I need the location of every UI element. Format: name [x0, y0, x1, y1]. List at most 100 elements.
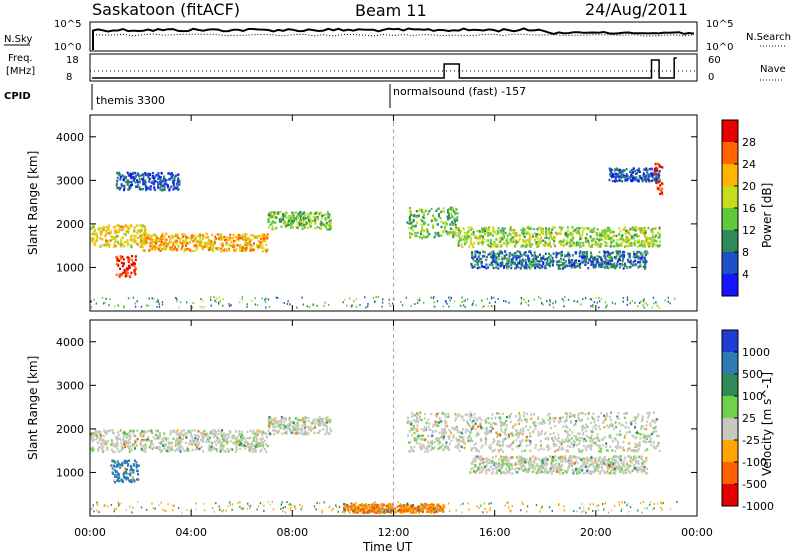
data-cell	[472, 245, 475, 249]
data-cell	[128, 479, 131, 482]
data-cell	[577, 416, 580, 420]
data-cell	[542, 262, 545, 265]
data-cell	[573, 229, 575, 233]
data-cell	[435, 424, 438, 427]
data-cell	[567, 433, 570, 436]
data-cell	[163, 177, 166, 181]
data-cell	[638, 441, 641, 444]
data-cell	[191, 306, 193, 309]
data-cell	[200, 445, 203, 449]
data-cell	[308, 214, 311, 217]
data-cell	[105, 240, 108, 243]
data-cell	[642, 304, 644, 307]
data-cell	[196, 446, 198, 449]
data-cell	[520, 262, 523, 266]
beam-title: Beam 11	[355, 1, 427, 20]
data-cell	[527, 300, 530, 303]
data-cell	[130, 271, 133, 275]
data-cell	[279, 426, 282, 430]
data-cell	[221, 435, 224, 438]
data-cell	[428, 428, 431, 431]
data-cell	[448, 214, 450, 217]
data-cell	[119, 429, 122, 432]
data-cell	[288, 417, 291, 420]
data-cell	[123, 476, 126, 480]
data-cell	[480, 446, 483, 449]
data-cell	[427, 450, 430, 453]
data-cell	[126, 440, 129, 444]
data-cell	[410, 447, 413, 450]
data-cell	[131, 429, 134, 433]
data-cell	[137, 464, 140, 467]
data-cell	[579, 266, 582, 269]
data-cell	[485, 433, 487, 436]
data-cell	[411, 224, 414, 228]
data-cell	[504, 250, 507, 253]
data-cell	[518, 260, 521, 263]
data-cell	[525, 435, 528, 439]
data-cell	[520, 297, 523, 299]
data-cell	[131, 264, 134, 267]
data-cell	[425, 446, 428, 449]
data-cell	[502, 235, 505, 238]
data-cell	[502, 443, 504, 447]
data-cell	[119, 449, 122, 452]
data-cell	[438, 441, 441, 444]
data-cell	[508, 232, 511, 235]
data-cell	[172, 437, 175, 440]
data-cell	[229, 440, 232, 443]
data-cell	[258, 234, 261, 238]
data-cell	[477, 255, 480, 258]
data-cell	[142, 249, 145, 252]
data-cell	[585, 429, 588, 433]
data-cell	[447, 447, 450, 450]
data-cell	[142, 449, 145, 452]
data-cell	[459, 237, 462, 240]
data-cell	[326, 416, 329, 419]
data-cell	[493, 439, 496, 443]
data-cell	[312, 303, 314, 306]
data-cell	[636, 179, 639, 183]
data-cell	[99, 230, 102, 233]
data-cell	[307, 432, 310, 436]
data-cell	[158, 433, 161, 436]
data-cell	[359, 304, 361, 307]
data-cell	[548, 254, 551, 257]
data-cell	[495, 255, 498, 258]
data-cell	[164, 448, 167, 451]
data-cell	[190, 434, 193, 437]
data-cell	[657, 231, 660, 235]
data-cell	[587, 266, 590, 270]
nsky-panel	[89, 21, 698, 52]
data-cell	[481, 235, 484, 238]
data-cell	[514, 232, 516, 235]
data-cell	[519, 441, 522, 445]
data-cell	[550, 426, 553, 430]
data-cell	[655, 181, 658, 185]
data-cell	[608, 435, 611, 438]
data-cell	[461, 300, 463, 303]
data-cell	[444, 300, 447, 303]
data-cell	[321, 423, 324, 426]
data-cell	[603, 265, 606, 268]
data-cell	[283, 421, 286, 424]
data-cell	[127, 435, 130, 438]
data-cell	[283, 212, 286, 216]
data-cell	[209, 431, 212, 434]
data-cell	[307, 426, 310, 429]
data-cell	[623, 253, 626, 257]
data-cell	[578, 432, 581, 435]
data-cell	[372, 296, 375, 299]
data-cell	[291, 425, 294, 428]
data-cell	[122, 184, 125, 188]
data-cell	[623, 412, 626, 416]
data-cell	[406, 421, 409, 424]
data-cell	[131, 259, 134, 262]
data-cell	[243, 249, 246, 253]
data-cell	[625, 235, 628, 239]
data-cell	[121, 225, 124, 229]
data-cell	[91, 449, 94, 453]
data-cell	[152, 446, 155, 449]
data-cell	[435, 413, 438, 416]
data-cell	[653, 446, 656, 449]
